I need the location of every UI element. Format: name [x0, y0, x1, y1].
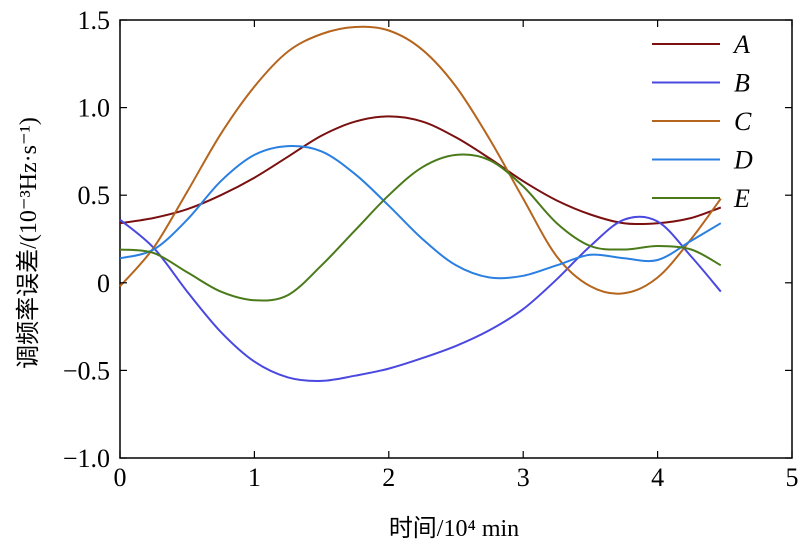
- y-tick-label: −1.0: [63, 444, 110, 473]
- series-line-c: [119, 25, 722, 295]
- y-tick-label: −0.5: [63, 356, 110, 385]
- series-line-d: [119, 144, 722, 280]
- legend-label-e: E: [733, 184, 750, 213]
- x-tick-label: 2: [382, 463, 395, 492]
- legend-label-c: C: [734, 107, 752, 136]
- legend-label-d: D: [733, 146, 753, 175]
- x-tick-label: 5: [786, 463, 799, 492]
- x-tick-label: 4: [651, 463, 664, 492]
- y-tick-label: 1.0: [78, 94, 111, 123]
- y-tick-label: 0.5: [78, 181, 111, 210]
- x-axis-label: 时间/10⁴ min: [389, 515, 519, 542]
- x-tick-label: 3: [517, 463, 530, 492]
- legend-label-b: B: [734, 69, 750, 98]
- y-tick-label: 1.5: [78, 6, 111, 35]
- plot-frame: [119, 19, 793, 459]
- legend-label-a: A: [732, 30, 750, 59]
- series-line-a: [119, 115, 722, 226]
- series-line-b: [119, 215, 722, 382]
- series-line-e: [119, 153, 722, 302]
- y-tick-label: 0: [97, 269, 110, 298]
- y-axis-label: 调频率误差/(10⁻³Hz·s⁻¹): [15, 117, 42, 369]
- x-tick-label: 0: [114, 463, 127, 492]
- x-tick-label: 1: [248, 463, 261, 492]
